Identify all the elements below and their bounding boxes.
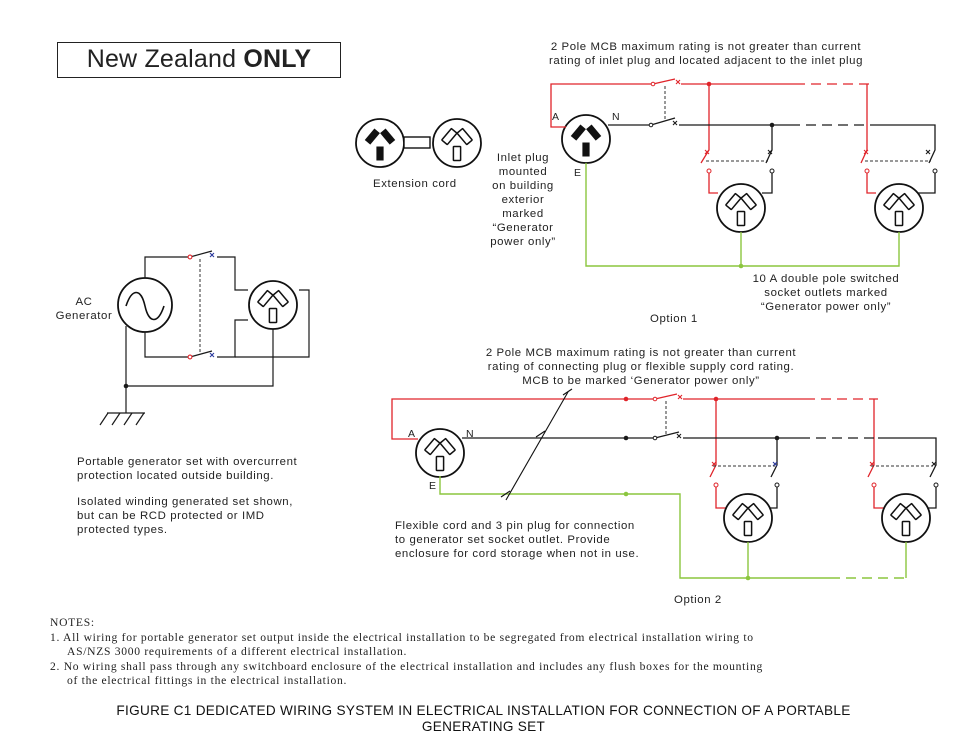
extension-socket — [432, 118, 482, 168]
nz-bold: ONLY — [243, 45, 312, 73]
opt1-terminal-a: A — [552, 111, 560, 123]
opt2-terminal-e: E — [429, 480, 437, 492]
nz-prefix: New Zealand — [86, 45, 237, 73]
portable1-line-1: Portable generator set with overcurrent — [77, 456, 298, 468]
inlet-line-2: mounted — [498, 166, 548, 178]
caption-line-1: FIGURE C1 DEDICATED WIRING SYSTEM IN ELE… — [116, 703, 851, 718]
inlet-plug-label: Inlet plug mounted on building exterior … — [482, 151, 564, 249]
mcb-top-line-1: 2 Pole MCB maximum rating is not greater… — [550, 41, 862, 53]
opt1-terminal-n: N — [612, 111, 621, 123]
note-1: 1. All wiring for portable generator set… — [50, 630, 754, 644]
option2-earth-wire — [439, 476, 907, 579]
ac-line-2: Generator — [55, 310, 113, 322]
caption-line-2: GENERATING SET — [421, 719, 546, 734]
portable2-line-2: but can be RCD protected or IMD — [77, 510, 265, 522]
mcb-bottom-line-1: 2 Pole MCB maximum rating is not greater… — [485, 347, 797, 359]
mcb-bottom-label: 2 Pole MCB maximum rating is not greater… — [465, 346, 817, 388]
extension-cord-label: Extension cord — [373, 178, 457, 190]
option2-label: Option 2 — [674, 594, 722, 606]
option1-neutral-wire — [608, 117, 936, 194]
option1-switch-marks — [672, 79, 931, 155]
mcb-top-label: 2 Pole MCB maximum rating is not greater… — [549, 40, 863, 68]
portable-note-2: Isolated winding generated set shown, bu… — [77, 495, 293, 537]
option2-neutral-wire — [462, 431, 937, 509]
flexible-cord-label: Flexible cord and 3 pin plug for connect… — [395, 519, 639, 561]
option1-circuit — [355, 78, 938, 269]
portable1-line-2: protection located outside building. — [77, 470, 275, 482]
portable2-line-1: Isolated winding generated set shown, — [77, 496, 293, 508]
figure-caption: FIGURE C1 DEDICATED WIRING SYSTEM IN ELE… — [0, 703, 967, 735]
option2-outlet-1 — [723, 493, 773, 543]
new-zealand-only-box: New Zealand ONLY — [57, 42, 341, 78]
inlet-line-5: marked — [502, 208, 544, 220]
generator-socket — [248, 280, 298, 330]
note-1-cont: AS/NZS 3000 requirements of a different … — [67, 645, 408, 658]
cord-connector — [403, 136, 431, 149]
portable2-line-3: protected types. — [77, 524, 168, 536]
inlet-line-7: power only” — [490, 236, 556, 248]
notes-section: NOTES: 1. All wiring for portable genera… — [50, 616, 763, 689]
outlets-10a-label: 10 A double pole switched socket outlets… — [740, 272, 912, 314]
outlets-line-3: “Generator power only” — [760, 301, 892, 313]
option1-outlet-2 — [874, 183, 924, 233]
inlet-line-1: Inlet plug — [496, 152, 550, 164]
extension-plug — [355, 118, 405, 168]
option1-outlet-1 — [716, 183, 766, 233]
portable-note-1: Portable generator set with overcurrent … — [77, 455, 297, 483]
inlet-line-6: “Generator — [492, 222, 554, 234]
note-2-cont: of the electrical fittings in the electr… — [67, 674, 348, 687]
option2-circuit — [391, 388, 939, 581]
option2-switch-marks — [676, 394, 937, 467]
mcb-top-line-2: rating of inlet plug and located adjacen… — [549, 55, 864, 67]
flexible-cord-break — [500, 388, 573, 501]
option2-outlet-2 — [881, 493, 931, 543]
option2-plug — [415, 428, 465, 478]
option2-active-wire — [391, 393, 884, 509]
ac-generator-label: AC Generator — [48, 295, 120, 323]
flex-line-2: to generator set socket outlet. Provide — [395, 534, 611, 546]
inlet-plug — [561, 114, 611, 164]
inlet-line-4: exterior — [501, 194, 545, 206]
outlets-line-2: socket outlets marked — [764, 287, 888, 299]
opt2-terminal-a: A — [408, 428, 416, 440]
opt1-terminal-e: E — [574, 167, 582, 179]
note-2: 2. No wiring shall pass through any swit… — [50, 659, 763, 673]
mcb-bottom-line-3: MCB to be marked ‘Generator power only” — [522, 375, 760, 387]
ac-line-1: AC — [75, 296, 93, 308]
flex-line-1: Flexible cord and 3 pin plug for connect… — [395, 520, 635, 532]
option1-label: Option 1 — [650, 313, 698, 325]
flex-line-3: enclosure for cord storage when not in u… — [395, 548, 640, 560]
opt2-terminal-n: N — [466, 428, 475, 440]
mcb-bottom-line-2: rating of connecting plug or flexible su… — [487, 361, 795, 373]
inlet-line-3: on building — [492, 180, 554, 192]
outlets-line-1: 10 A double pole switched — [752, 273, 900, 285]
notes-heading: NOTES: — [50, 616, 95, 629]
generator-circuit — [99, 250, 310, 426]
